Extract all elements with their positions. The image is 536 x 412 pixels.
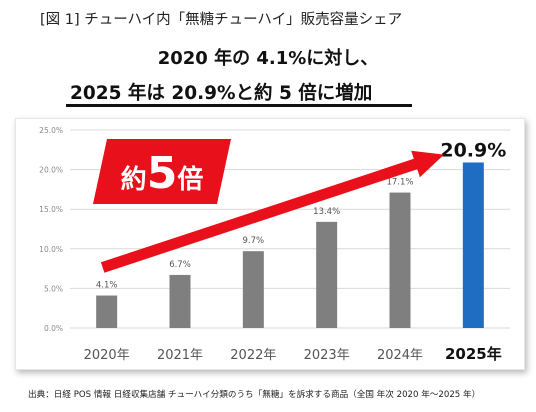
bar [169,274,191,328]
headline-underline [66,104,412,107]
source-note: 出典：日経 POS 情報 日経収集店舗 チューハイ分類のうち「無糖」を訴求する商… [28,390,481,400]
bar [316,221,338,328]
growth-arrow-icon [100,150,445,273]
figure-title: [図 1] チューハイ内「無糖チューハイ」販売容量シェア [40,12,403,28]
category-label: 2025年 [445,345,502,363]
y-tick-label: 25.0% [39,126,63,135]
y-tick-label: 10.0% [39,245,63,254]
y-tick-label: 0.0% [44,324,63,333]
badge-text: 約5倍 [121,148,204,199]
bar-chart: 0.0% 5.0% 10.0% 15.0% 20.0% 25.0% 4.1% 2020年 6.7… [39,126,510,363]
category-label: 2024年 [377,348,423,363]
growth-badge: 約5倍 [93,139,231,204]
y-tick-label: 20.0% [39,166,63,175]
category-label: 2023年 [304,348,350,363]
badge-suffix: 倍 [177,164,203,195]
data-label: 17.1% [386,178,413,188]
data-label: 4.1% [96,281,118,291]
badge-number: 5 [147,148,178,199]
bar [96,295,118,328]
data-label: 20.9% [440,139,506,161]
bar [462,162,484,328]
headline-line-2: 2025 年は 20.9%と約 5 倍に増加 [70,83,373,104]
bar [242,251,264,328]
category-label: 2021年 [157,348,203,363]
y-tick-label: 5.0% [44,284,63,293]
data-label: 13.4% [313,207,340,217]
badge-prefix: 約 [121,164,147,195]
category-label: 2020年 [84,348,130,363]
data-label: 9.7% [243,236,265,246]
category-label: 2022年 [230,348,276,363]
headline-line-1: 2020 年の 4.1%に対し、 [157,48,379,69]
y-tick-label: 15.0% [39,205,63,214]
data-label: 6.7% [169,260,191,270]
bar [389,192,411,328]
badge-shape [93,139,231,204]
